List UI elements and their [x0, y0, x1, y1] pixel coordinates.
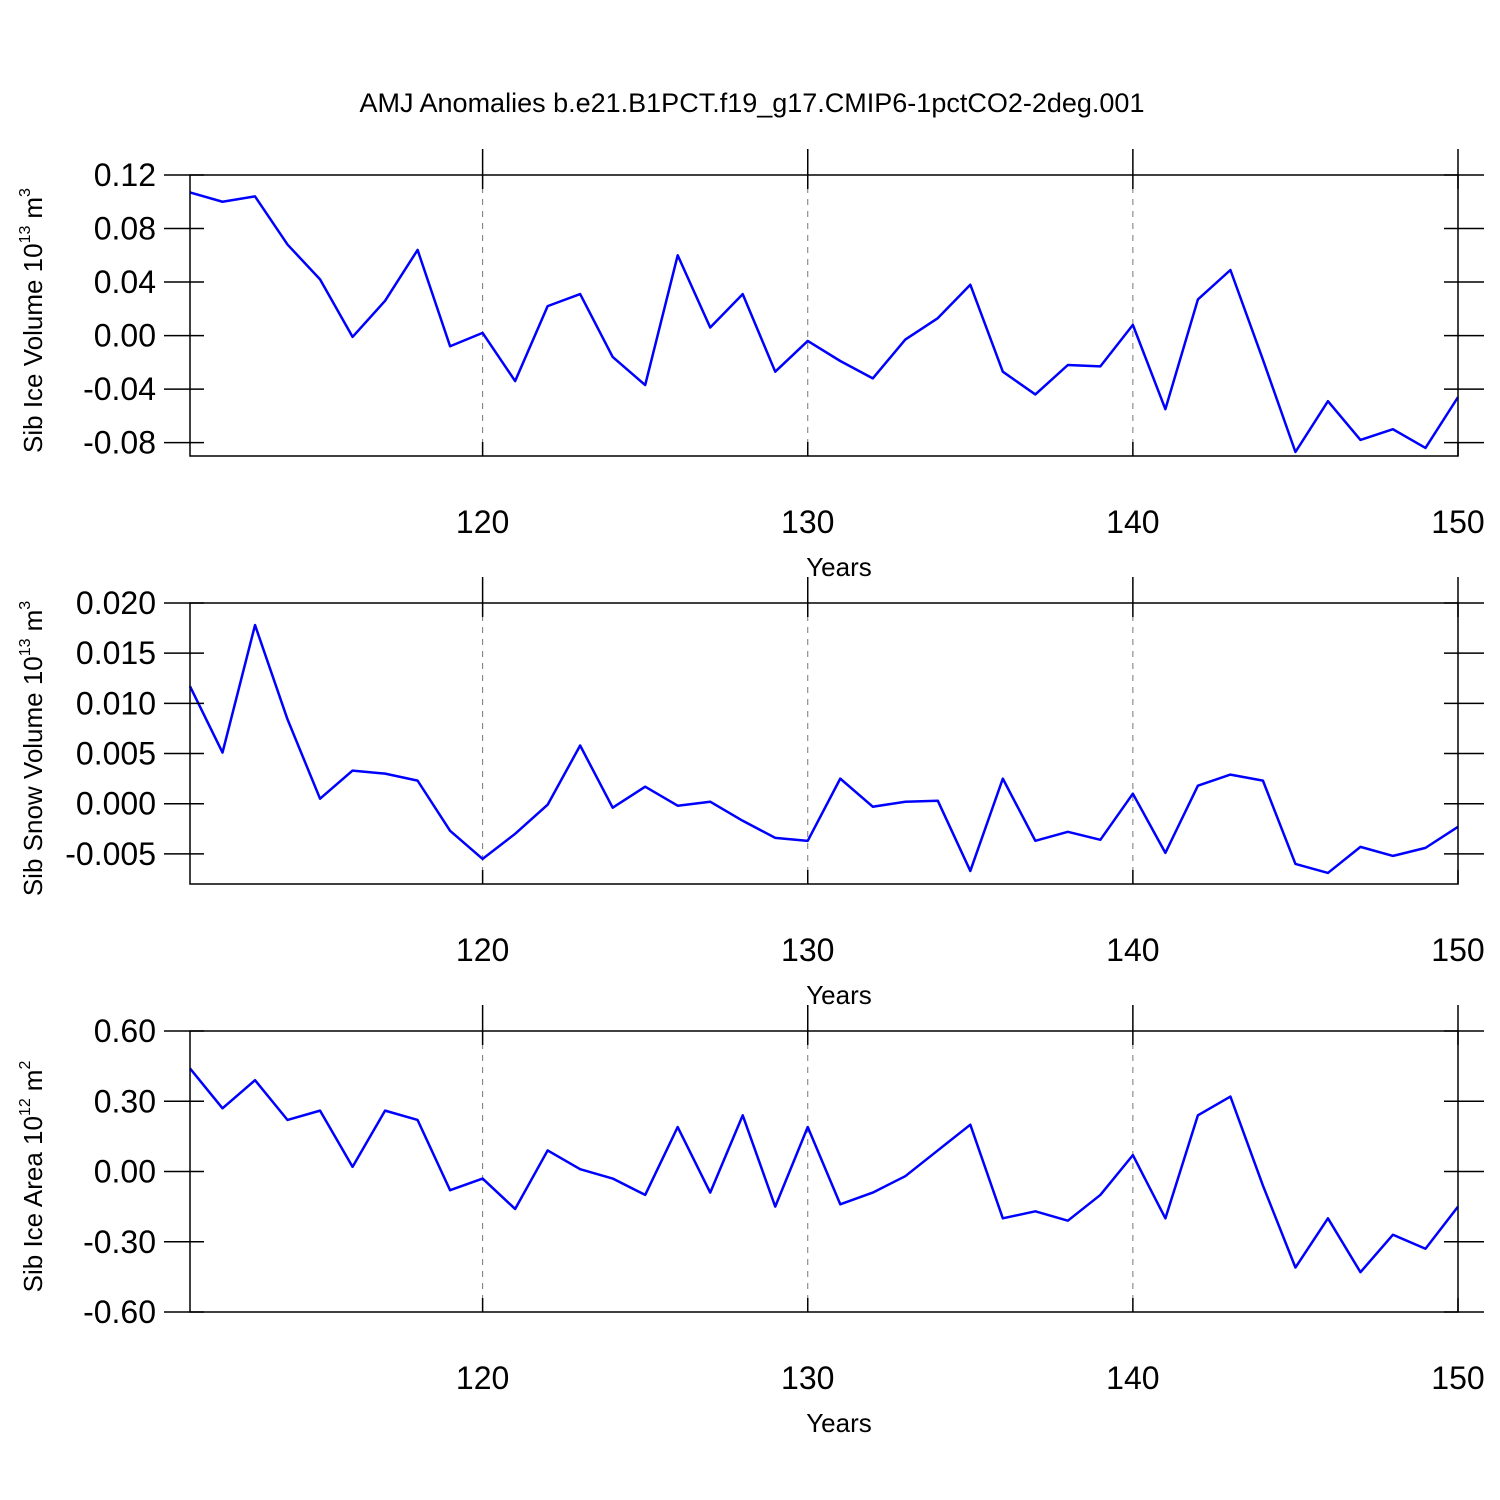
x-tick-label: 120	[456, 932, 509, 968]
x-axis-label: Years	[806, 552, 872, 582]
y-axis-label-power: 13	[17, 226, 34, 244]
y-axis-label-unit: m	[18, 197, 48, 219]
y-tick-label: -0.08	[83, 425, 156, 461]
x-tick-label: 130	[781, 932, 834, 968]
data-line	[189, 191, 1460, 454]
y-axis-label-text: Sib Ice Area 10	[18, 1116, 48, 1292]
x-tick-label: 140	[1106, 1360, 1159, 1396]
data-line	[188, 623, 1459, 875]
y-tick-label: 0.30	[94, 1083, 156, 1119]
chart-title: AMJ Anomalies b.e21.B1PCT.f19_g17.CMIP6-…	[360, 88, 1145, 118]
x-axis-label: Years	[806, 1408, 872, 1438]
y-tick-label: 0.08	[94, 211, 156, 247]
x-tick-label: 120	[456, 1360, 509, 1396]
y-tick-label: -0.60	[83, 1294, 156, 1330]
x-tick-label: 150	[1431, 504, 1484, 540]
y-tick-label: 0.005	[76, 736, 156, 772]
y-tick-label: 0.00	[94, 318, 156, 354]
y-tick-label: -0.04	[83, 371, 156, 407]
y-axis-label: Sib Ice Volume 1013 m3	[17, 188, 48, 453]
y-axis-label-unit: m	[18, 610, 48, 632]
y-tick-label: -0.005	[65, 836, 156, 872]
data-line	[189, 1067, 1459, 1274]
y-axis-label-unit: m	[18, 1070, 48, 1092]
y-tick-label: 0.010	[76, 685, 156, 721]
y-axis-label-text: Sib Snow Volume 10	[18, 656, 48, 896]
y-axis-label: Sib Ice Area 1012 m2	[17, 1061, 48, 1293]
x-tick-label: 150	[1431, 1360, 1484, 1396]
y-axis-label-power: 13	[17, 638, 34, 656]
x-tick-label: 130	[781, 504, 834, 540]
y-tick-label: 0.60	[94, 1013, 156, 1049]
y-axis-label: Sib Snow Volume 1013 m3	[17, 601, 48, 896]
y-tick-label: 0.00	[94, 1154, 156, 1190]
x-axis-label: Years	[806, 980, 872, 1010]
y-tick-label: 0.000	[76, 786, 156, 822]
x-tick-label: 140	[1106, 504, 1159, 540]
x-tick-label: 120	[456, 504, 509, 540]
y-tick-label: 0.12	[94, 157, 156, 193]
y-axis-label-power: 12	[17, 1098, 34, 1116]
x-tick-label: 130	[781, 1360, 834, 1396]
y-tick-label: -0.30	[83, 1224, 156, 1260]
y-axis-label-text: Sib Ice Volume 10	[18, 243, 48, 453]
y-tick-label: 0.020	[76, 585, 156, 621]
y-axis-label-unit-power: 3	[17, 601, 34, 610]
y-tick-label: 0.015	[76, 635, 156, 671]
y-axis-label-unit-power: 3	[17, 188, 34, 197]
x-tick-label: 150	[1431, 932, 1484, 968]
x-tick-label: 140	[1106, 932, 1159, 968]
plot-frame	[189, 602, 1459, 885]
y-axis-label-unit-power: 2	[17, 1061, 34, 1070]
y-tick-label: 0.04	[94, 264, 156, 300]
plot-frame	[189, 1030, 1459, 1313]
plot-frame	[189, 174, 1459, 457]
